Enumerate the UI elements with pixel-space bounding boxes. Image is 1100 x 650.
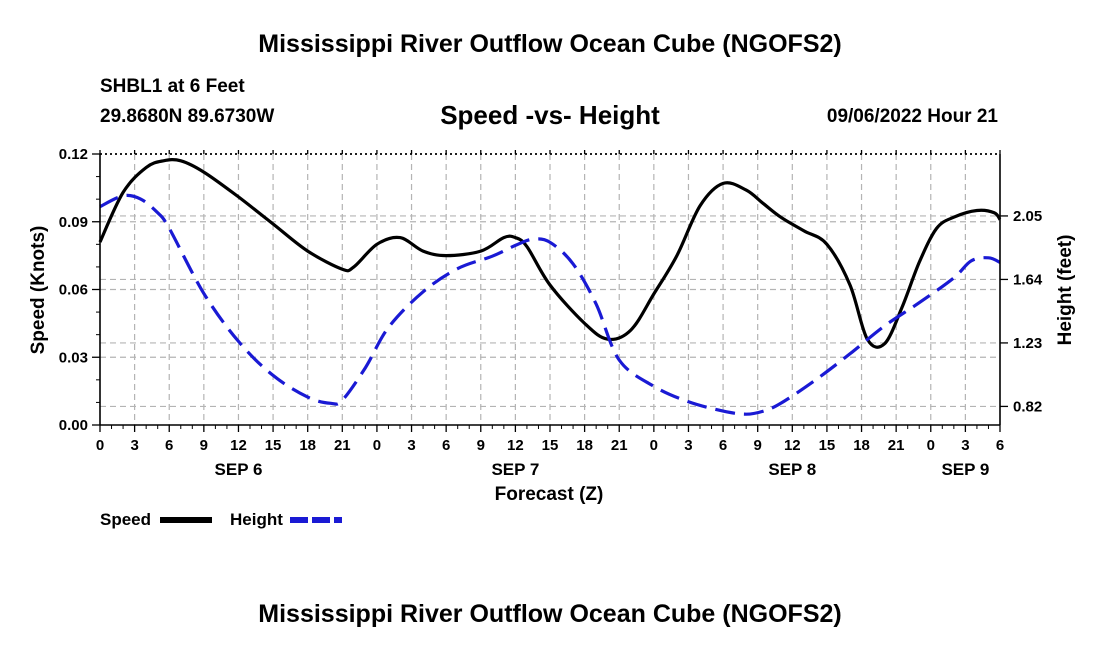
y-tick-label: 0.09 [59, 214, 88, 231]
forecast-timestamp: 09/06/2022 Hour 21 [826, 106, 998, 127]
chart-subtitle: Speed -vs- Height [440, 100, 660, 130]
x-tick-label: 15 [819, 437, 836, 454]
x-tick-label: 0 [373, 437, 381, 454]
y2-axis-label: Height (feet) [1055, 235, 1076, 346]
x-tick-label: 12 [230, 437, 247, 454]
x-axis-label: Forecast (Z) [495, 484, 604, 505]
x-tick-label: 3 [407, 437, 415, 454]
grid-lines [100, 154, 1000, 425]
legend: Speed Height [100, 510, 342, 529]
x-tick-label: 3 [130, 437, 138, 454]
x-date-label: SEP 7 [491, 460, 539, 479]
main-title: Mississippi River Outflow Ocean Cube (NG… [258, 30, 842, 58]
y2-tick-label: 1.64 [1013, 271, 1043, 288]
x-tick-label: 0 [650, 437, 658, 454]
y-tick-label: 0.12 [59, 146, 88, 163]
series-lines [98, 158, 1002, 416]
x-tick-label: 21 [334, 437, 351, 454]
x-tick-label: 18 [853, 437, 870, 454]
axes: 0 3 6 9 12 15 18 21 0 3 6 9 12 15 18 21 0 3 6 9 12 15 18 21 0 3 6S… [59, 146, 1043, 479]
x-tick-label: 6 [165, 437, 173, 454]
x-tick-label: 15 [265, 437, 282, 454]
x-tick-label: 15 [542, 437, 559, 454]
repeated-title: Mississippi River Outflow Ocean Cube (NG… [258, 600, 842, 628]
axis-labels: Forecast (Z) Speed (Knots) Height (feet) [28, 226, 1076, 505]
y-axis-label: Speed (Knots) [28, 226, 49, 355]
series-line-speed [98, 158, 1002, 349]
y2-tick-label: 1.23 [1013, 335, 1042, 352]
x-tick-label: 12 [784, 437, 801, 454]
x-tick-label: 0 [927, 437, 935, 454]
x-tick-label: 9 [477, 437, 485, 454]
x-tick-label: 21 [888, 437, 905, 454]
x-tick-label: 6 [719, 437, 727, 454]
x-date-label: SEP 6 [215, 460, 263, 479]
x-tick-label: 3 [684, 437, 692, 454]
station-coordinates: 29.8680N 89.6730W [100, 106, 275, 127]
x-tick-label: 18 [576, 437, 593, 454]
x-tick-label: 6 [996, 437, 1004, 454]
legend-label-height: Height [230, 510, 283, 529]
y2-tick-label: 2.05 [1013, 208, 1042, 225]
x-tick-label: 6 [442, 437, 450, 454]
y-tick-label: 0.03 [59, 349, 88, 366]
x-date-label: SEP 8 [768, 460, 816, 479]
x-tick-label: 9 [754, 437, 762, 454]
y2-tick-label: 0.82 [1013, 398, 1042, 415]
x-tick-label: 21 [611, 437, 628, 454]
x-tick-label: 12 [507, 437, 524, 454]
x-tick-label: 3 [961, 437, 969, 454]
y-tick-label: 0.00 [59, 417, 88, 434]
x-tick-label: 9 [200, 437, 208, 454]
legend-label-speed: Speed [100, 510, 151, 529]
station-name: SHBL1 at 6 Feet [100, 76, 245, 97]
series-line-height [99, 193, 1001, 416]
x-date-label: SEP 9 [941, 460, 989, 479]
y-tick-label: 0.06 [59, 282, 88, 299]
x-tick-label: 0 [96, 437, 104, 454]
x-tick-label: 18 [299, 437, 316, 454]
